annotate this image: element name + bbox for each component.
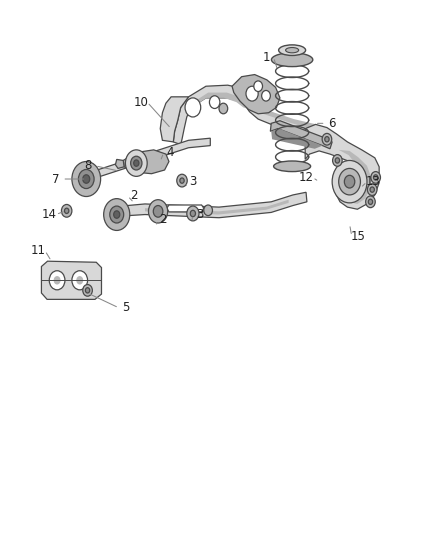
Circle shape bbox=[72, 271, 88, 290]
Polygon shape bbox=[116, 159, 124, 168]
Polygon shape bbox=[173, 85, 333, 146]
Circle shape bbox=[64, 208, 69, 214]
Circle shape bbox=[76, 276, 83, 285]
Polygon shape bbox=[167, 205, 204, 212]
Polygon shape bbox=[145, 200, 289, 215]
Circle shape bbox=[104, 199, 130, 230]
Polygon shape bbox=[86, 138, 210, 183]
Circle shape bbox=[131, 156, 142, 170]
Circle shape bbox=[187, 206, 199, 221]
Ellipse shape bbox=[279, 45, 306, 55]
Circle shape bbox=[134, 160, 139, 166]
Polygon shape bbox=[195, 93, 328, 135]
Text: 3: 3 bbox=[196, 208, 203, 221]
Circle shape bbox=[332, 160, 367, 203]
Circle shape bbox=[72, 161, 101, 197]
Polygon shape bbox=[232, 75, 280, 114]
Text: 11: 11 bbox=[31, 244, 46, 257]
Text: 12: 12 bbox=[299, 171, 314, 184]
Text: 8: 8 bbox=[85, 159, 92, 172]
Text: 15: 15 bbox=[351, 230, 366, 243]
Text: 4: 4 bbox=[166, 146, 174, 159]
Circle shape bbox=[148, 200, 168, 223]
Text: 6: 6 bbox=[328, 117, 336, 130]
Circle shape bbox=[78, 169, 94, 189]
Circle shape bbox=[114, 211, 120, 218]
Text: 13: 13 bbox=[366, 175, 381, 188]
Circle shape bbox=[185, 98, 201, 117]
Text: 7: 7 bbox=[52, 173, 60, 185]
Circle shape bbox=[190, 211, 195, 216]
Polygon shape bbox=[117, 192, 307, 223]
Polygon shape bbox=[123, 150, 169, 174]
Ellipse shape bbox=[272, 53, 313, 67]
Text: 2: 2 bbox=[159, 213, 166, 227]
Circle shape bbox=[366, 196, 375, 208]
Polygon shape bbox=[271, 128, 322, 149]
Circle shape bbox=[339, 168, 360, 195]
Circle shape bbox=[53, 276, 60, 285]
Circle shape bbox=[368, 199, 373, 205]
Circle shape bbox=[219, 103, 228, 114]
Circle shape bbox=[261, 91, 270, 101]
Circle shape bbox=[374, 175, 378, 180]
Circle shape bbox=[371, 172, 381, 183]
Circle shape bbox=[209, 96, 220, 109]
Circle shape bbox=[49, 271, 65, 290]
Polygon shape bbox=[270, 120, 332, 149]
Circle shape bbox=[177, 174, 187, 187]
Text: 2: 2 bbox=[131, 189, 138, 203]
Ellipse shape bbox=[274, 161, 311, 172]
Circle shape bbox=[335, 158, 339, 163]
Circle shape bbox=[110, 206, 124, 223]
Circle shape bbox=[332, 155, 342, 166]
Circle shape bbox=[180, 178, 184, 183]
Text: 10: 10 bbox=[133, 95, 148, 109]
Polygon shape bbox=[336, 150, 371, 204]
Circle shape bbox=[204, 205, 212, 216]
Circle shape bbox=[322, 133, 332, 145]
Circle shape bbox=[83, 285, 92, 296]
Polygon shape bbox=[305, 124, 379, 209]
Circle shape bbox=[254, 81, 262, 92]
Circle shape bbox=[153, 206, 163, 217]
Text: 5: 5 bbox=[122, 301, 129, 314]
Circle shape bbox=[370, 187, 374, 192]
Ellipse shape bbox=[286, 47, 299, 53]
Circle shape bbox=[125, 150, 147, 176]
Circle shape bbox=[85, 288, 90, 293]
Circle shape bbox=[367, 184, 377, 196]
Circle shape bbox=[61, 205, 72, 217]
Text: 3: 3 bbox=[189, 175, 197, 188]
Circle shape bbox=[325, 136, 329, 142]
Polygon shape bbox=[42, 261, 102, 300]
Polygon shape bbox=[160, 97, 188, 142]
Circle shape bbox=[246, 86, 258, 101]
Text: 1: 1 bbox=[263, 51, 271, 63]
Circle shape bbox=[344, 175, 355, 188]
Circle shape bbox=[83, 175, 90, 183]
Text: 14: 14 bbox=[42, 208, 57, 221]
